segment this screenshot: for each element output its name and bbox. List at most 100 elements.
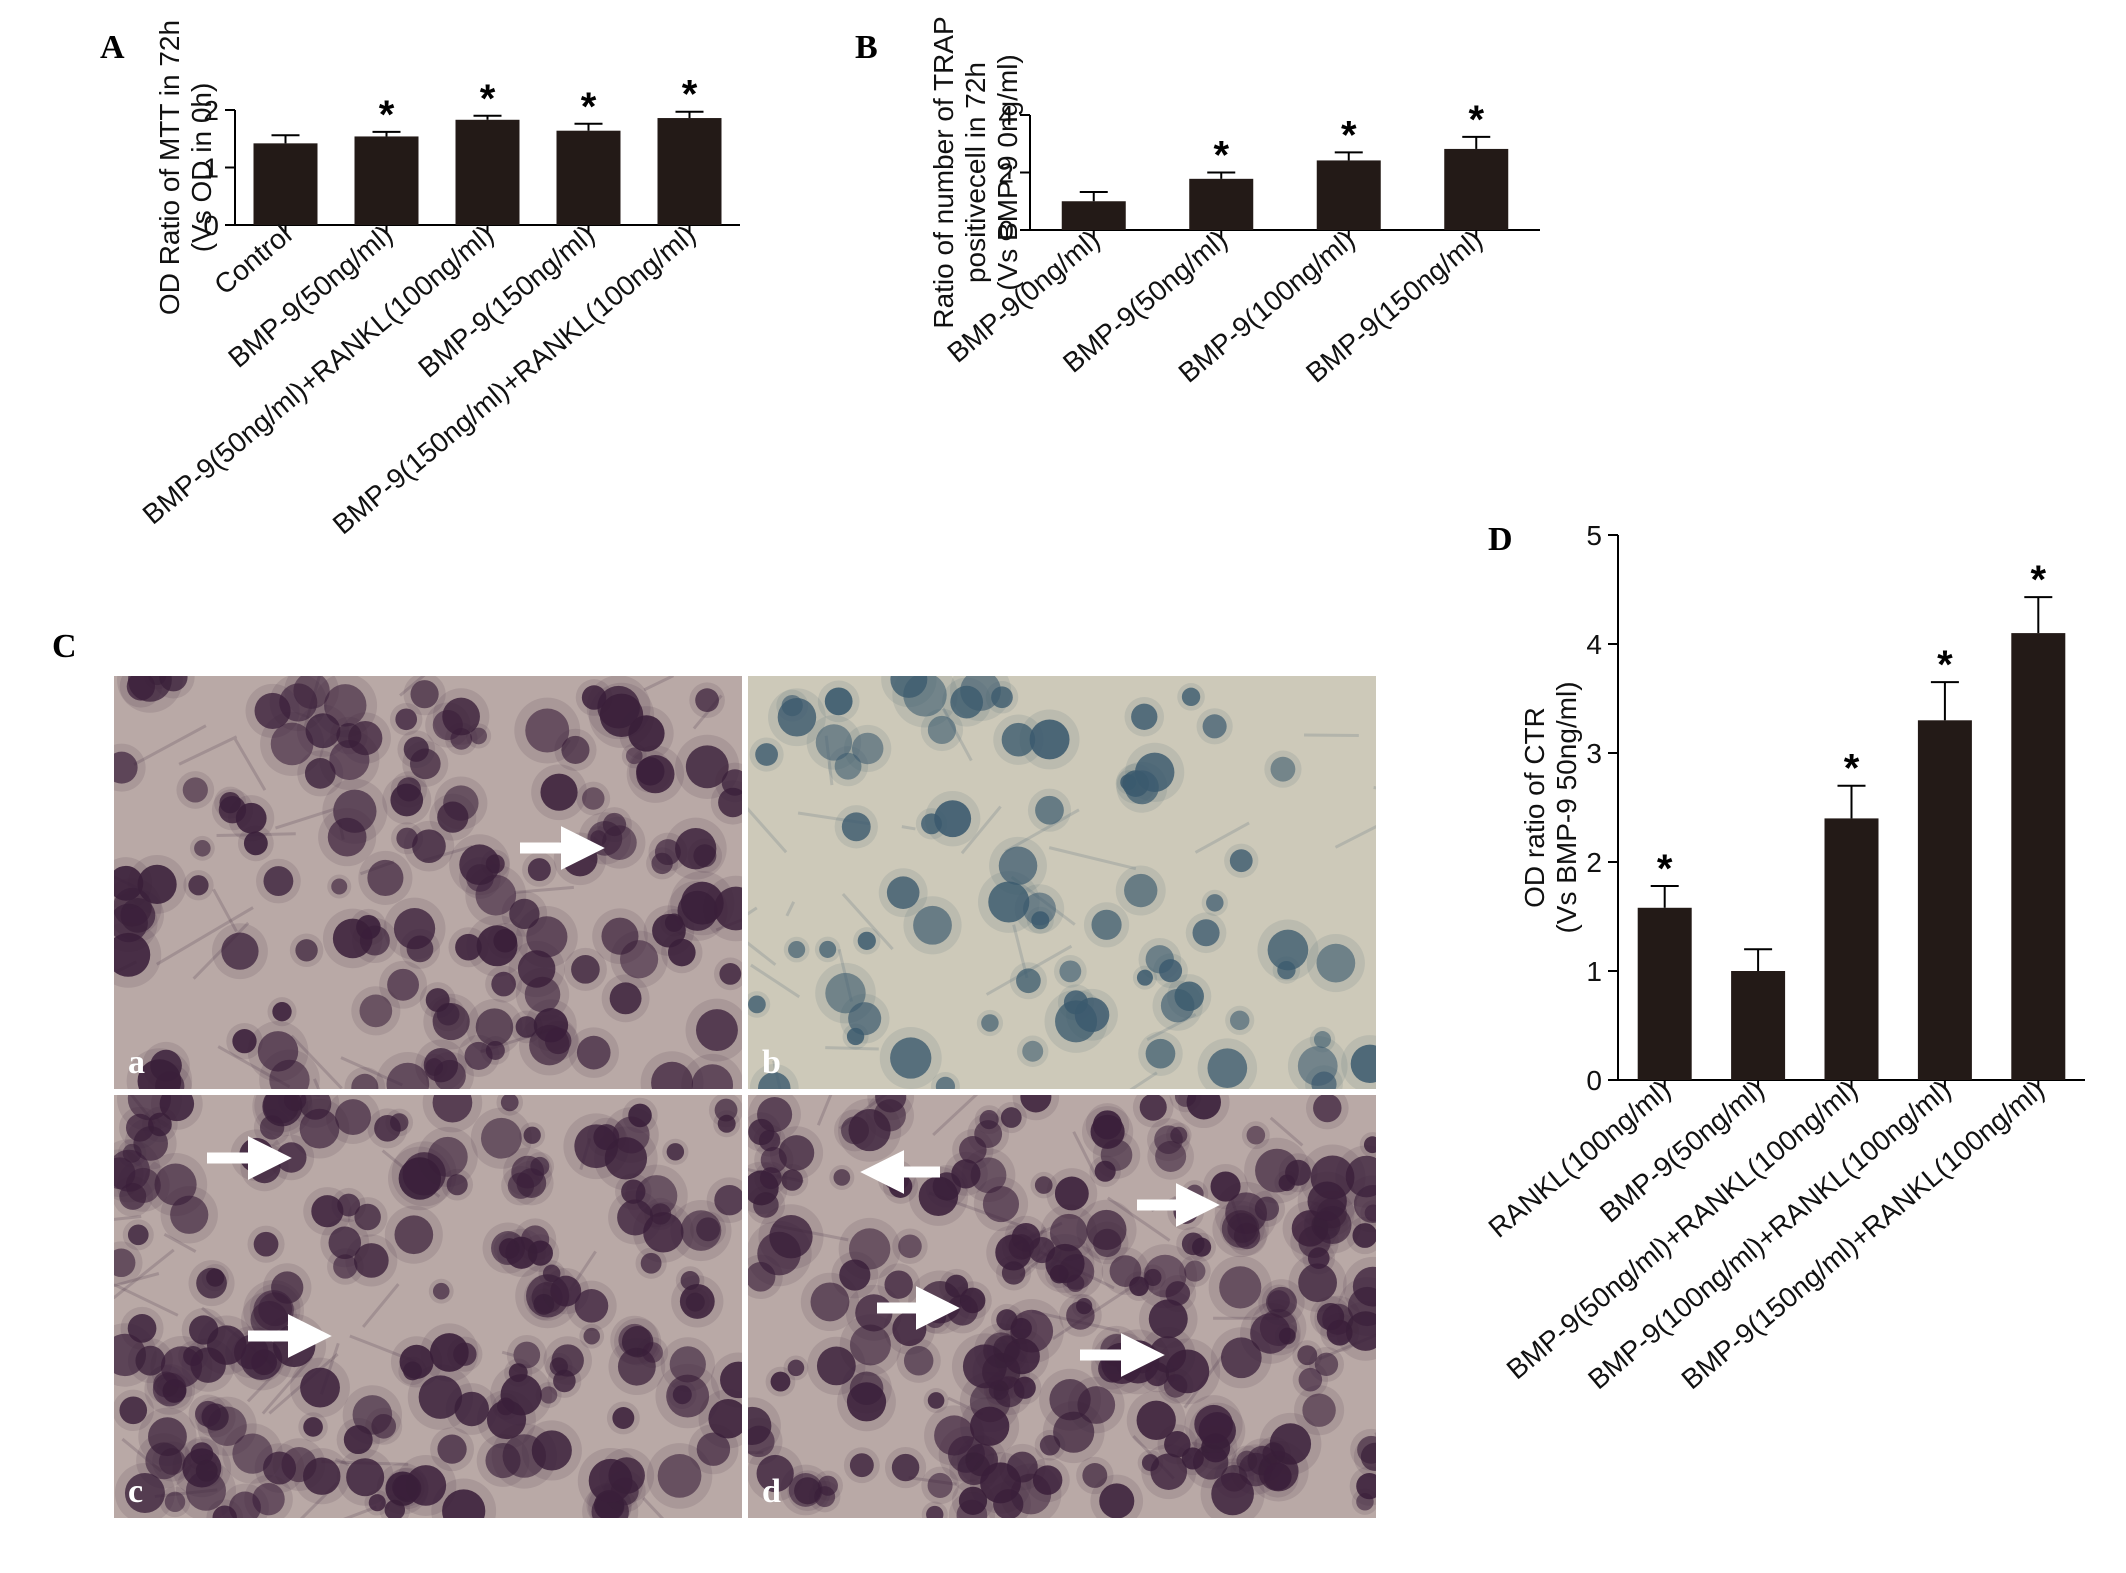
micrograph-d: d (748, 1095, 1376, 1518)
significance-star: * (1213, 134, 1229, 178)
stained-cell (890, 1037, 932, 1079)
stained-cell (432, 1282, 450, 1300)
stained-cell (170, 1195, 209, 1234)
stained-cell (442, 1489, 486, 1518)
stained-cell (1184, 1260, 1206, 1282)
stained-cell (898, 1234, 922, 1259)
x-category-label: BMP-9(50ng/ml)+RANKL(100ng/ml) (137, 219, 500, 530)
panel-letter-a: A (100, 29, 125, 66)
stained-cell (714, 886, 742, 931)
stained-cell (848, 1228, 891, 1270)
stained-cell (387, 968, 419, 1001)
stained-cell (221, 932, 259, 970)
stained-cell (491, 971, 516, 997)
stained-cell (583, 1327, 600, 1345)
stained-cell (1181, 687, 1201, 707)
stained-cell (124, 1473, 165, 1514)
stained-cell (1020, 1095, 1052, 1113)
stained-cell (1074, 997, 1110, 1033)
stained-cell (343, 1425, 373, 1455)
stained-cell (1255, 1148, 1299, 1193)
stained-cell (515, 1016, 538, 1038)
stained-cell (114, 1157, 136, 1190)
stained-cell (455, 933, 482, 961)
y-tick-label: 2 (998, 158, 1014, 189)
stained-cell (643, 1212, 684, 1253)
y-axis-label-line: OD Ratio of MTT in 72h (154, 20, 185, 315)
micrograph-label: c (128, 1473, 143, 1510)
micrograph-c: c (114, 1095, 742, 1518)
stained-cell (1163, 1374, 1188, 1398)
stained-cell (1297, 1345, 1318, 1366)
stained-cell (834, 752, 862, 780)
stained-cell (1298, 1367, 1323, 1392)
y-tick-label: 3 (1586, 738, 1602, 769)
stained-cell (158, 1448, 186, 1475)
stained-cell (551, 1344, 584, 1377)
stained-cell (459, 844, 500, 885)
stained-cell (1029, 719, 1070, 760)
stained-cell (1099, 1483, 1135, 1518)
stained-cell (182, 777, 208, 803)
stained-cell (295, 939, 318, 962)
y-tick-label: 2 (203, 95, 219, 126)
stained-cell (693, 844, 717, 868)
stained-cell (1246, 1125, 1266, 1145)
stained-cell (841, 812, 871, 842)
stained-cell (642, 1342, 663, 1363)
stained-cell (756, 1454, 794, 1493)
stained-cell (293, 676, 330, 709)
bar (2011, 633, 2066, 1080)
stained-cell (1219, 1266, 1262, 1309)
stained-cell (891, 1453, 920, 1482)
stained-cell (219, 791, 241, 814)
stained-cell (926, 1505, 944, 1518)
stained-cell (352, 1395, 393, 1435)
stained-cell (544, 1027, 572, 1055)
stained-cell (1313, 1031, 1331, 1049)
stained-cell (1192, 919, 1220, 947)
stained-cell (1001, 1261, 1026, 1285)
stained-cell (427, 1136, 468, 1177)
stained-cell (695, 688, 719, 713)
stained-cell (394, 1215, 434, 1255)
stained-cell (1092, 1110, 1122, 1140)
stained-cell (718, 787, 742, 818)
stained-cell (601, 917, 639, 955)
y-axis-label-line: (Vs OD in 0h) (186, 83, 217, 253)
stained-cell (951, 1159, 981, 1189)
stained-cell (696, 1217, 721, 1242)
stained-cell (119, 1396, 148, 1425)
stained-cell (816, 1346, 856, 1386)
stained-cell (1194, 1404, 1233, 1444)
stained-cell (651, 852, 673, 875)
stained-cell (437, 801, 469, 833)
bar (1731, 971, 1786, 1080)
significance-star: * (1844, 747, 1860, 791)
stained-cell (393, 1474, 422, 1503)
stained-cell (432, 709, 463, 741)
x-category-label: Control (208, 219, 297, 301)
stained-cell (770, 1371, 791, 1392)
stained-cell (969, 1406, 1010, 1446)
stained-cell (1352, 1223, 1376, 1248)
micrograph-label: a (128, 1044, 145, 1081)
stained-cell (824, 687, 853, 716)
stained-cell (757, 1231, 801, 1276)
stained-cell (1326, 1319, 1353, 1346)
stained-cell (1049, 1213, 1088, 1252)
stained-cell (1263, 1462, 1292, 1491)
stained-cell (150, 1049, 182, 1082)
stained-cell (1139, 1095, 1167, 1121)
stained-cell (886, 876, 920, 909)
stained-cell (410, 680, 439, 709)
stained-cell (962, 1344, 1007, 1389)
stained-cell (1298, 1263, 1337, 1303)
stained-cell (576, 1035, 611, 1070)
stained-cell (1230, 1010, 1250, 1031)
micrograph-grid: a b c d (110, 672, 1376, 1522)
stained-cell (1054, 1176, 1089, 1211)
stained-cell (612, 1407, 635, 1429)
stained-cell (437, 1434, 467, 1464)
stained-cell (403, 1361, 422, 1381)
